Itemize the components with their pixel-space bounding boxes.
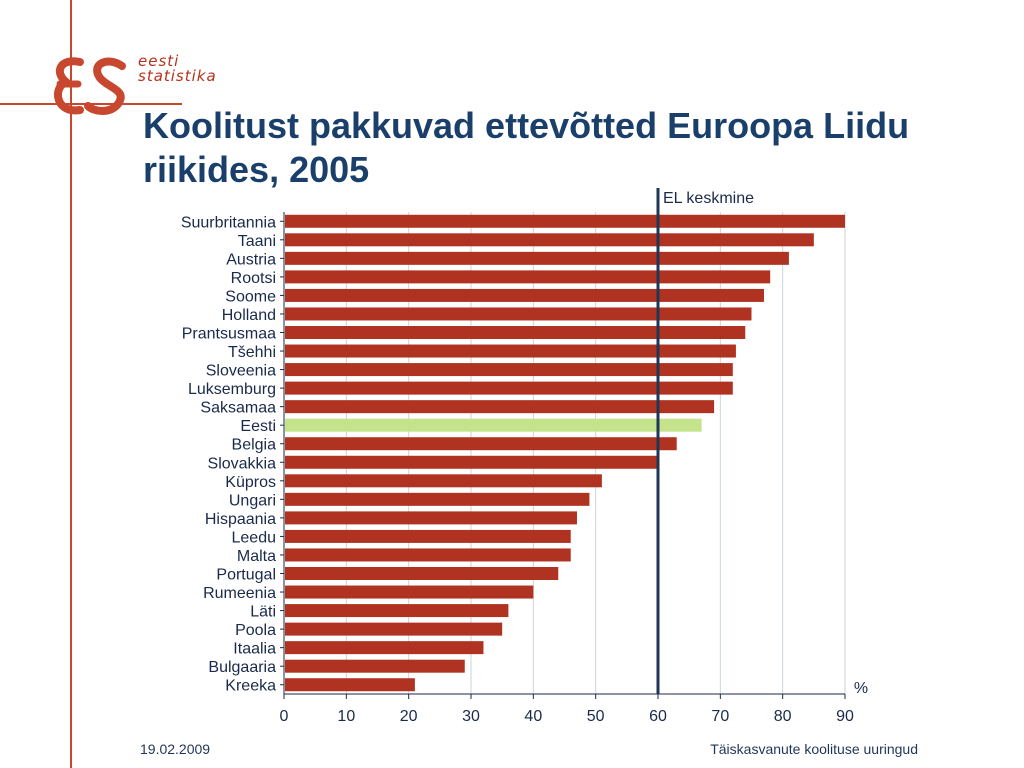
bar [285,474,602,488]
bar [285,270,771,284]
es-logo-mark-icon [54,57,126,115]
x-tick-label: 20 [400,708,418,725]
category-label: Luksemburg [188,381,276,398]
category-label: Poola [235,622,276,639]
category-label: Rootsi [231,270,276,287]
bar [285,400,715,414]
category-label: Saksamaa [200,400,276,417]
category-label: Prantsusmaa [182,326,276,343]
bar [285,492,590,506]
category-label: Malta [237,548,276,565]
category-label: Slovakkia [208,455,277,472]
x-tick-label: 80 [774,708,792,725]
category-label: Kreeka [225,678,276,695]
category-label: Rumeenia [203,585,276,602]
category-label: Sloveenia [206,363,276,380]
bar [285,548,571,562]
x-tick-label: 90 [836,708,854,725]
bar [285,288,764,302]
category-label: Bulgaaria [208,659,276,676]
bar [285,678,415,692]
bar [285,511,577,525]
bar [285,455,658,469]
bar [285,344,736,358]
bar [285,251,789,265]
x-tick-label: 40 [524,708,542,725]
bar [285,326,746,339]
category-label: Portugal [216,567,276,584]
page-title: Koolitust pakkuvad ettevõtted Euroopa Li… [143,105,910,190]
bar-highlight [285,418,702,432]
x-tick-label: 50 [587,708,605,725]
bar [285,659,465,673]
category-label: Taani [238,233,276,250]
bar [285,604,509,618]
category-label: Eesti [240,418,276,435]
category-label: Küpros [225,474,276,491]
reference-line-label: EL keskmine [663,190,754,207]
bar [285,585,534,599]
bar [285,567,559,580]
bar [285,307,752,321]
category-label: Belgia [232,437,277,454]
x-tick-label: 60 [649,708,667,725]
x-tick-label: 10 [337,708,355,725]
category-label: Tšehhi [228,344,276,361]
category-label: Holland [222,307,276,324]
category-label: Läti [250,604,276,621]
logo-line-1: eesti [138,52,180,70]
category-label: Austria [226,251,276,268]
x-tick-label: 30 [462,708,480,725]
category-label: Hispaania [205,511,276,528]
bar [285,437,677,451]
x-unit-label: % [854,680,868,697]
logo-text: eesti statistika [138,54,217,84]
category-label: Ungari [229,492,276,509]
logo-line-2: statistika [138,67,217,85]
x-tick-label: 0 [280,708,289,725]
bar [285,214,845,228]
footer-date: 19.02.2009 [140,741,211,757]
bar [285,641,484,655]
bar [285,381,733,395]
category-label: Itaalia [233,641,276,658]
bar [285,622,503,636]
category-label: Soome [225,288,276,305]
x-tick-label: 70 [711,708,729,725]
category-label: Suurbritannia [181,214,276,231]
decorative-vertical-line [70,0,72,768]
bar [285,233,814,247]
bar [285,363,733,377]
bar [285,529,571,543]
footer-source: Täiskasvanute koolituse uuringud [710,741,918,757]
category-label: Leedu [232,529,277,546]
